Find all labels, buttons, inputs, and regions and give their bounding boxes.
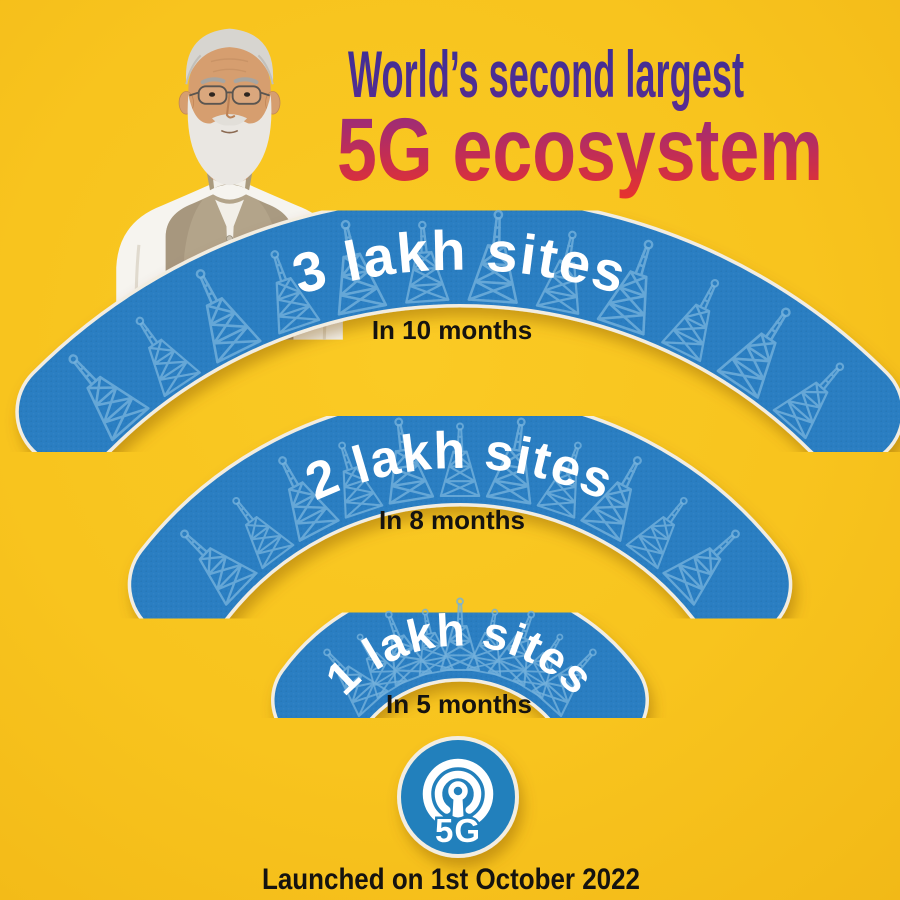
- duration-label-8-months: In 8 months: [379, 505, 525, 535]
- glasses-icon: [189, 85, 271, 105]
- signal-arc-3: 1 lakh sites: [271, 578, 649, 752]
- mustache: [212, 114, 248, 126]
- hair: [185, 28, 274, 85]
- hub-5g-badge: 5G: [397, 736, 519, 858]
- duration-label-5-months: In 5 months: [386, 689, 532, 719]
- broadcast-antenna-icon: [422, 758, 494, 824]
- page-title-line2: 5G ecosystem: [337, 99, 823, 199]
- header: World’s second largest 5G ecosystem: [337, 37, 823, 199]
- footer-caption: Launched on 1st October 2022: [262, 863, 640, 896]
- signal-arc-1: 3 lakh sites: [15, 194, 900, 469]
- duration-label-10-months: In 10 months: [372, 315, 532, 345]
- face: [188, 38, 271, 142]
- page-title-line1: World’s second largest: [348, 37, 744, 111]
- signal-arc-2: 2 lakh sites: [127, 393, 793, 641]
- hub-label: 5G: [435, 812, 481, 849]
- beard: [187, 94, 272, 186]
